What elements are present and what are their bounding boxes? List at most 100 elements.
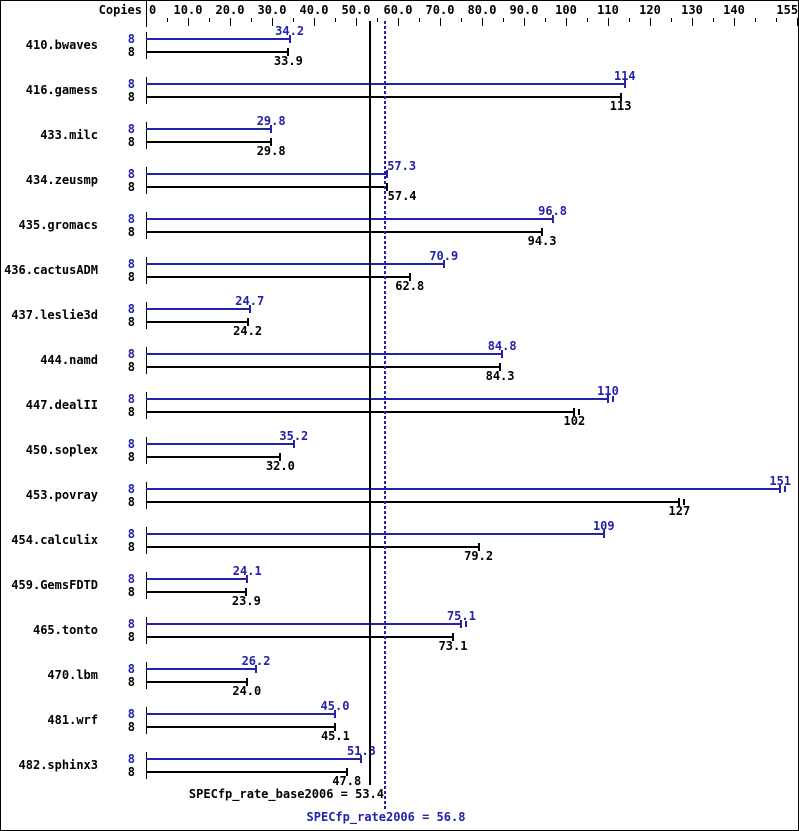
base-bar: [146, 588, 248, 596]
peak-bar-endcap: [623, 80, 626, 88]
benchmark-label: 454.calculix: [11, 533, 98, 547]
axis-major-tick: [608, 18, 609, 26]
peak-bar-endcap: [460, 620, 463, 628]
axis-major-tick: [440, 18, 441, 26]
axis-minor-tick: [545, 18, 546, 22]
peak-copies-label: 8: [127, 302, 135, 316]
axis-zero-segment: [146, 617, 147, 644]
axis-major-tick: [797, 18, 798, 26]
peak-value-label: 84.8: [487, 339, 517, 353]
peak-bar: [146, 440, 295, 448]
peak-copies-label: 8: [127, 77, 135, 91]
base-bar-endcap: [287, 48, 290, 56]
base-value-label: 57.4: [387, 189, 417, 203]
axis-minor-tick: [461, 18, 462, 22]
benchmark-label: 447.dealII: [25, 398, 98, 412]
base-bar-endcap: [279, 453, 282, 461]
axis-zero-segment: [146, 437, 147, 464]
axis-minor-tick: [713, 18, 714, 22]
peak-value-label: 24.1: [232, 564, 262, 578]
axis-zero-segment: [146, 77, 147, 104]
base-copies-label: 8: [127, 180, 135, 194]
benchmark-row: 470.lbm 8 8 26.2 24.0: [1, 654, 798, 706]
benchmark-row: 437.leslie3d 8 8 24.7 24.2: [1, 294, 798, 346]
axis-zero-segment: [146, 572, 147, 599]
peak-bar-endcap: [607, 395, 609, 403]
base-value-label: 24.2: [233, 324, 263, 338]
base-bar: [146, 318, 249, 326]
base-copies-label: 8: [127, 360, 135, 374]
axis-zero-segment: [146, 257, 147, 284]
peak-bar-endcap: [602, 530, 605, 538]
peak-value-label: 51.3: [347, 744, 376, 758]
peak-bar-endcap: [334, 710, 336, 718]
axis-minor-tick: [503, 18, 504, 22]
axis-major-tick: [230, 18, 231, 26]
error-range-tick: [683, 499, 686, 505]
base-value-label: 73.1: [438, 639, 468, 653]
base-value-label: 79.2: [464, 549, 494, 563]
peak-bar: [146, 755, 363, 763]
axis-tick-label: 140: [723, 3, 745, 17]
base-mean-reference-line: [369, 21, 371, 785]
axis-minor-tick: [209, 18, 210, 22]
peak-bar-endcap: [292, 440, 295, 448]
benchmark-row: 436.cactusADM 8 8 70.9 62.8: [1, 249, 798, 301]
peak-bar: [146, 710, 336, 718]
axis-minor-tick: [335, 18, 336, 22]
peak-value-label: 109: [592, 519, 615, 533]
axis-tick-label: 130: [681, 3, 703, 17]
base-copies-label: 8: [127, 225, 135, 239]
base-mean-label: SPECfp_rate_base2006 = 53.4: [188, 787, 384, 801]
axis-tick-label: 10.0: [173, 3, 203, 17]
base-bar: [146, 723, 337, 731]
base-bar-endcap: [541, 228, 544, 236]
base-value-label: 29.8: [256, 144, 286, 158]
base-bar-endcap: [477, 543, 480, 551]
peak-copies-label: 8: [127, 617, 135, 631]
axis-tick-label: 60.0: [383, 3, 413, 17]
benchmark-row: 435.gromacs 8 8 96.8 94.3: [1, 204, 798, 256]
axis-major-tick: [314, 18, 315, 26]
base-copies-label: 8: [127, 720, 135, 734]
peak-value-label: 24.7: [235, 294, 265, 308]
benchmark-row: 482.sphinx3 8 8 51.3 47.8: [1, 744, 798, 796]
peak-bar: [146, 665, 258, 673]
base-bar-endcap: [408, 273, 411, 281]
error-range-tick: [612, 396, 614, 402]
base-copies-label: 8: [127, 540, 135, 554]
axis-zero-segment: [146, 707, 147, 734]
axis-tick-label: 90.0: [509, 3, 539, 17]
base-value-label: 33.9: [273, 54, 303, 68]
peak-copies-label: 8: [127, 707, 135, 721]
axis-major-tick: [734, 18, 735, 26]
axis-zero-segment: [146, 527, 147, 554]
axis-zero-segment: [146, 347, 147, 374]
base-bar: [146, 138, 273, 146]
axis-major-tick: [524, 18, 525, 26]
base-bar: [146, 633, 455, 641]
benchmark-label: 470.lbm: [47, 668, 98, 682]
base-value-label: 24.0: [232, 684, 262, 698]
benchmark-label: 444.namd: [40, 353, 98, 367]
peak-value-label: 96.8: [538, 204, 567, 218]
peak-bar: [146, 350, 504, 358]
base-bar-endcap: [619, 93, 622, 101]
peak-bar: [146, 530, 605, 538]
base-copies-label: 8: [127, 765, 135, 779]
axis-tick-label: 0: [149, 3, 157, 17]
base-bar: [146, 768, 348, 776]
peak-copies-label: 8: [127, 752, 135, 766]
base-bar: [146, 228, 544, 236]
axis-major-tick: [398, 18, 399, 26]
base-bar-endcap: [573, 408, 576, 416]
peak-value-label: 29.8: [256, 114, 286, 128]
base-copies-label: 8: [127, 45, 135, 59]
benchmark-row: 444.namd 8 8 84.8 84.3: [1, 339, 798, 391]
base-bar-endcap: [334, 723, 337, 731]
peak-bar-endcap: [551, 215, 554, 223]
axis-minor-tick: [167, 18, 168, 22]
peak-bar-endcap: [442, 260, 445, 268]
base-bar: [146, 273, 411, 281]
axis-minor-tick: [419, 18, 420, 22]
